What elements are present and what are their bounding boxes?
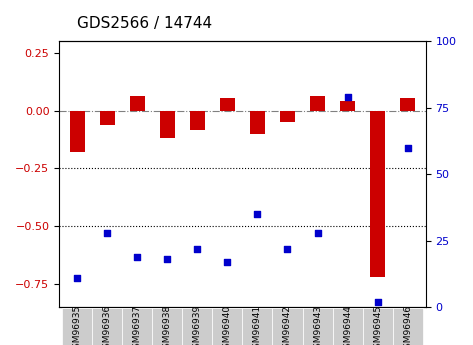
Point	[404, 145, 412, 150]
Bar	[340, 101, 355, 111]
Bar	[250, 111, 265, 134]
Text: GSM96937: GSM96937	[133, 305, 142, 345]
FancyBboxPatch shape	[272, 308, 303, 345]
FancyBboxPatch shape	[363, 308, 393, 345]
Text: GSM96935: GSM96935	[73, 305, 82, 345]
Bar	[160, 111, 175, 138]
Point	[73, 275, 81, 280]
FancyBboxPatch shape	[393, 308, 423, 345]
FancyBboxPatch shape	[212, 308, 243, 345]
Text: GSM96940: GSM96940	[223, 305, 232, 345]
Point	[193, 246, 201, 252]
FancyBboxPatch shape	[303, 308, 333, 345]
Point	[224, 259, 231, 265]
Bar	[130, 96, 145, 111]
Bar	[400, 98, 415, 111]
Text: GSM96942: GSM96942	[283, 305, 292, 345]
Bar	[220, 98, 235, 111]
Bar	[280, 111, 295, 122]
Text: GSM96941: GSM96941	[253, 305, 262, 345]
Text: GSM96944: GSM96944	[343, 305, 352, 345]
Bar	[70, 111, 85, 152]
FancyBboxPatch shape	[122, 308, 152, 345]
Point	[164, 256, 171, 262]
FancyBboxPatch shape	[152, 308, 182, 345]
FancyBboxPatch shape	[333, 308, 363, 345]
Text: GSM96936: GSM96936	[103, 305, 112, 345]
Text: GSM96938: GSM96938	[163, 305, 172, 345]
Text: GSM96945: GSM96945	[373, 305, 382, 345]
Bar	[370, 111, 385, 277]
Point	[284, 246, 291, 252]
Point	[374, 299, 381, 305]
Text: GSM96939: GSM96939	[193, 305, 202, 345]
Text: GDS2566 / 14744: GDS2566 / 14744	[78, 16, 212, 31]
Point	[314, 230, 321, 235]
Text: GSM96943: GSM96943	[313, 305, 322, 345]
Point	[104, 230, 111, 235]
Bar	[100, 111, 115, 125]
Point	[254, 211, 261, 217]
FancyBboxPatch shape	[182, 308, 212, 345]
FancyBboxPatch shape	[243, 308, 272, 345]
Point	[344, 95, 351, 100]
Bar	[190, 111, 205, 130]
FancyBboxPatch shape	[92, 308, 122, 345]
Point	[133, 254, 141, 259]
Bar	[310, 96, 325, 111]
FancyBboxPatch shape	[62, 308, 92, 345]
Text: GSM96946: GSM96946	[403, 305, 412, 345]
